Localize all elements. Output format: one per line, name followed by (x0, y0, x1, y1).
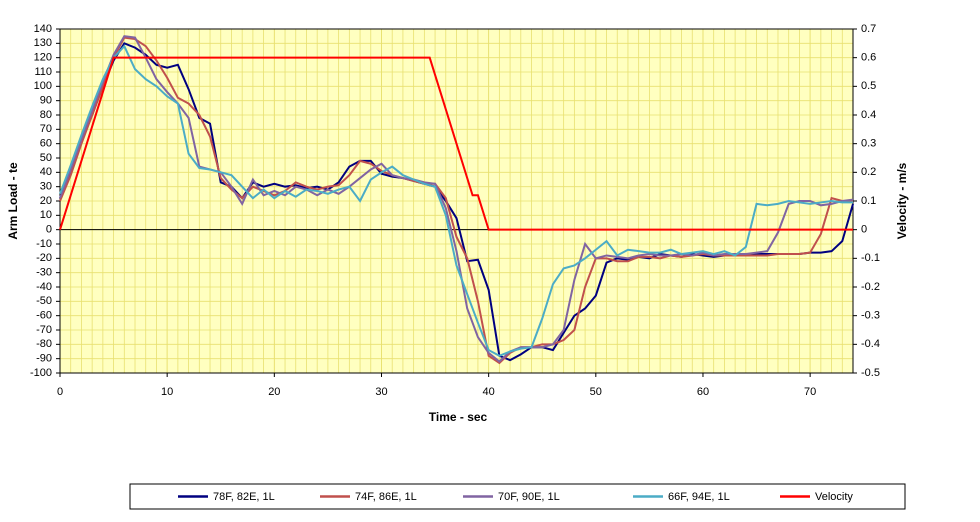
y-tick-label: -20 (36, 252, 52, 264)
y-tick-label: 100 (34, 80, 52, 92)
y-tick-label: -100 (30, 367, 52, 379)
y2-tick-label: -0.4 (861, 338, 880, 350)
y-tick-label: -70 (36, 324, 52, 336)
y-tick-label: -90 (36, 353, 52, 365)
y-tick-label: 110 (34, 66, 52, 78)
series-line (59, 56, 853, 231)
y-tick-label: -40 (36, 281, 52, 293)
x-tick-label: 40 (483, 386, 495, 398)
series-line (59, 44, 853, 357)
legend-label: Velocity (815, 491, 853, 503)
x-axis-label: Time - sec (429, 410, 488, 424)
legend-label: 66F, 94E, 1L (668, 491, 730, 503)
y2-axis-label: Velocity - m/s (895, 162, 909, 239)
y-tick-label: 120 (34, 52, 52, 64)
y-tick-label: -30 (36, 267, 52, 279)
y2-tick-label: 0.7 (861, 23, 876, 35)
y2-tick-label: 0.1 (861, 195, 876, 207)
y2-tick-label: -0.2 (861, 281, 880, 293)
y-tick-label: 130 (34, 37, 52, 49)
y-tick-label: -50 (36, 295, 52, 307)
y2-tick-label: 0.6 (861, 52, 876, 64)
legend-label: 70F, 90E, 1L (498, 491, 560, 503)
y-tick-label: 10 (40, 209, 52, 221)
y-tick-label: 0 (46, 224, 52, 236)
y2-tick-label: -0.1 (861, 252, 880, 264)
y-tick-label: 60 (40, 138, 52, 150)
x-tick-label: 30 (375, 386, 387, 398)
y-tick-label: -80 (36, 338, 52, 350)
x-tick-label: 60 (697, 386, 709, 398)
y2-tick-label: 0.5 (861, 80, 876, 92)
y2-tick-label: -0.3 (861, 310, 880, 322)
y-tick-label: 50 (40, 152, 52, 164)
legend (129, 483, 906, 510)
x-tick-label: 50 (590, 386, 602, 398)
y-tick-label: 90 (40, 95, 52, 107)
y2-tick-label: -0.5 (861, 367, 880, 379)
series-line (59, 35, 854, 363)
y2-tick-label: 0 (861, 224, 867, 236)
y-tick-label: 20 (40, 195, 52, 207)
y-tick-label: 80 (40, 109, 52, 121)
y-axis-label: Arm Load - te (6, 162, 20, 240)
y2-tick-label: 0.4 (861, 109, 876, 121)
y2-tick-label: 0.3 (861, 138, 876, 150)
y-tick-label: -60 (36, 310, 52, 322)
y-tick-label: 140 (34, 23, 52, 35)
y-tick-label: 40 (40, 166, 52, 178)
y-tick-label: 30 (40, 181, 52, 193)
x-tick-label: 0 (57, 386, 63, 398)
y-tick-label: 70 (40, 123, 52, 135)
y-tick-label: -10 (36, 238, 52, 250)
x-tick-label: 20 (268, 386, 280, 398)
x-tick-label: 70 (804, 386, 816, 398)
legend-label: 74F, 86E, 1L (355, 491, 417, 503)
legend-label: 78F, 82E, 1L (213, 491, 275, 503)
x-tick-label: 10 (161, 386, 173, 398)
y2-tick-label: 0.2 (861, 166, 876, 178)
